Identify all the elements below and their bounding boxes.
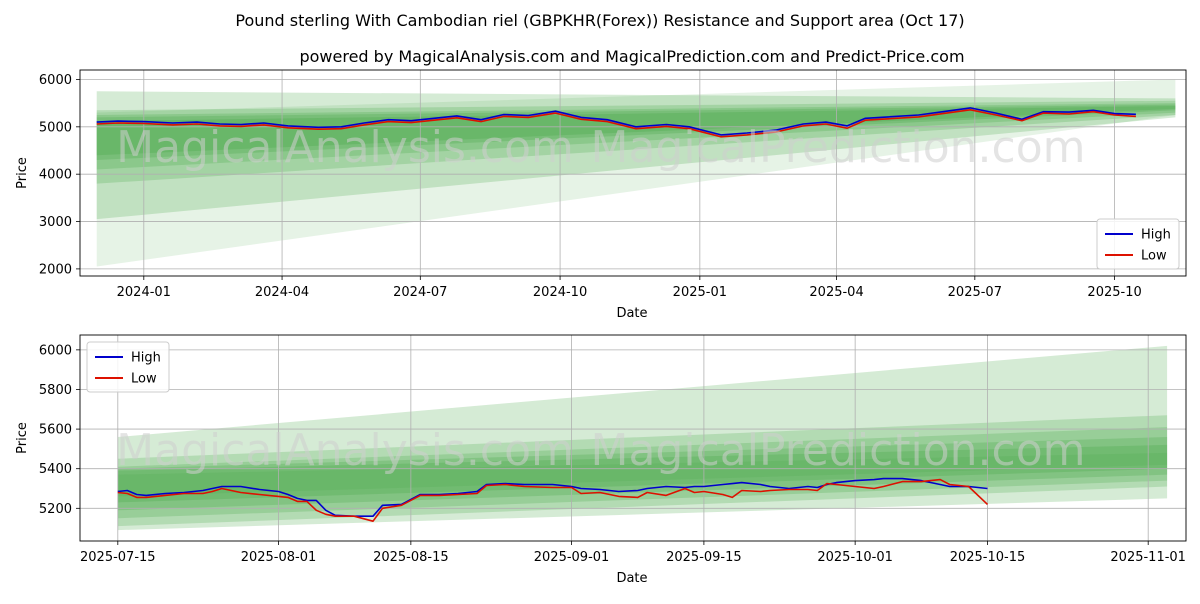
watermark-text: MagicalAnalysis.com (116, 425, 574, 476)
bottom-chart-panel: 5200 5400 5600 5800 6000 2025-07-15 2025-08-01… (15, 334, 1187, 586)
x-tick-label: 2025-07-15 (80, 550, 156, 565)
band-area-5 (96, 79, 1176, 267)
x-axis-label: Date (616, 571, 647, 586)
x-tick-label: 2024-04 (255, 285, 309, 300)
watermark-text: MagicalPrediction.com (591, 425, 1086, 476)
y-tick-label: 2000 (39, 262, 72, 277)
watermark-text: MagicalAnalysis.com (116, 122, 574, 173)
support-resistance-bands (96, 79, 1176, 267)
band-area-1 (96, 100, 1176, 184)
x-tick-label: 2024-10 (533, 285, 587, 300)
legend: High Low (86, 341, 170, 393)
plot-frame (79, 334, 1187, 542)
x-tick-label: 2025-01 (673, 285, 727, 300)
support-resistance-bands (117, 345, 1168, 531)
x-tick-label: 2025-10-01 (817, 550, 893, 565)
legend-label-high: High (1141, 228, 1171, 243)
grid (80, 70, 1186, 276)
y-tick-label: 5200 (39, 502, 72, 517)
y-tick-label: 5000 (39, 120, 72, 135)
legend-label-high: High (131, 351, 161, 366)
legend-box (1096, 218, 1180, 270)
legend: High Low (1096, 218, 1180, 270)
legend-label-low: Low (131, 372, 157, 387)
watermark-text: MagicalPrediction.com (591, 122, 1086, 173)
y-tick-label: 5800 (39, 383, 72, 398)
series-lines (96, 107, 1136, 138)
y-tick-label: 5600 (39, 423, 72, 438)
x-tick-label: 2025-08-15 (373, 550, 449, 565)
x-axis-label: Date (616, 306, 647, 321)
y-tick-label: 6000 (39, 343, 72, 358)
y-tick-label: 4000 (39, 168, 72, 183)
y-tick-label: 5400 (39, 462, 72, 477)
band-area-2 (117, 427, 1168, 519)
y-axis-label: Price (15, 157, 30, 189)
grid (80, 335, 1186, 541)
x-tick-label: 2025-10 (1087, 285, 1141, 300)
top-chart-panel: 2000 3000 4000 5000 6000 2024-01 2024-04 2024-0… (15, 69, 1187, 321)
series-lines (117, 477, 989, 522)
x-tick-label: 2025-09-15 (666, 550, 742, 565)
y-tick-label: 3000 (39, 215, 72, 230)
legend-box (86, 341, 170, 393)
plot-frame (79, 69, 1187, 277)
x-tick-label: 2024-07 (393, 285, 447, 300)
x-tick-label: 2025-04 (809, 285, 863, 300)
band-area-0 (117, 345, 1168, 531)
band-area-3 (117, 437, 1168, 511)
band-area-1 (117, 415, 1168, 527)
series-line-low (96, 109, 1136, 138)
legend-label-low: Low (1141, 249, 1167, 264)
series-line-high (96, 107, 1136, 136)
x-tick-label: 2025-07 (948, 285, 1002, 300)
x-tick-label: 2024-01 (117, 285, 171, 300)
band-area-4 (117, 444, 1168, 503)
x-tick-label: 2025-09-01 (534, 550, 610, 565)
series-line-low (117, 478, 989, 522)
y-axis-label: Price (15, 422, 30, 454)
x-tick-label: 2025-10-15 (950, 550, 1026, 565)
x-tick-label: 2025-11-01 (1110, 550, 1186, 565)
y-tick-label: 6000 (39, 73, 72, 88)
chart-title: Pound sterling With Cambodian riel (GBPK… (235, 11, 964, 30)
band-area-5 (117, 452, 1168, 497)
band-area-2 (96, 103, 1176, 170)
chart-subtitle: powered by MagicalAnalysis.com and Magic… (299, 47, 964, 66)
x-tick-label: 2025-08-01 (241, 550, 317, 565)
